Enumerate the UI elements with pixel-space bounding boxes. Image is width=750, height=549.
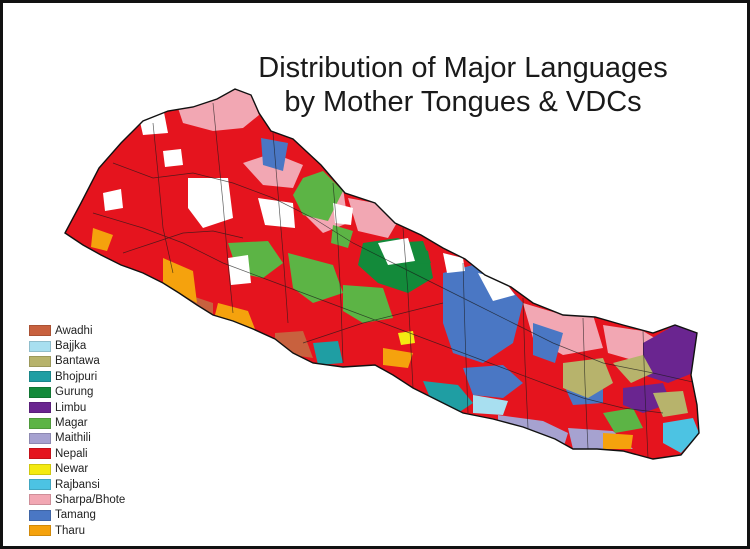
legend-item: Nepali <box>29 446 125 461</box>
legend-item: Bhojpuri <box>29 369 125 384</box>
legend-swatch <box>29 340 51 352</box>
title-line-2: by Mother Tongues & VDCs <box>284 86 642 118</box>
legend-label: Bantawa <box>55 355 100 368</box>
legend-swatch <box>29 448 51 460</box>
legend-item: Newar <box>29 462 125 477</box>
legend-swatch <box>29 325 51 337</box>
legend-label: Sharpa/Bhote <box>55 493 126 506</box>
legend-item: Gurung <box>29 385 125 400</box>
legend-item: Bantawa <box>29 354 125 369</box>
legend-item: Limbu <box>29 400 125 415</box>
legend-label: Tamang <box>55 509 96 522</box>
legend-item: Maithili <box>29 431 125 446</box>
legend-label: Awadhi <box>55 324 93 337</box>
legend-item: Tamang <box>29 508 125 523</box>
language-regions <box>91 89 699 453</box>
legend-label: Limbu <box>55 401 87 414</box>
legend-swatch <box>29 417 51 429</box>
legend-item: Sharpa/Bhote <box>29 492 125 507</box>
map-title: Distribution of Major Languages by Mothe… <box>203 51 723 119</box>
legend-swatch <box>29 402 51 414</box>
legend-label: Tharu <box>55 524 86 537</box>
legend-swatch <box>29 509 51 521</box>
legend-item: Rajbansi <box>29 477 125 492</box>
nepal-language-map <box>64 88 700 460</box>
legend-label: Maithili <box>55 432 91 445</box>
legend-label: Magar <box>55 417 88 430</box>
legend-label: Rajbansi <box>55 478 100 491</box>
legend-swatch <box>29 371 51 383</box>
legend-label: Nepali <box>55 447 88 460</box>
legend-label: Bajjka <box>55 340 87 353</box>
legend-label: Newar <box>55 463 89 476</box>
district-boundaries <box>92 102 698 459</box>
title-line-1: Distribution of Major Languages <box>258 52 668 84</box>
legend-swatch <box>29 494 51 506</box>
legend-item: Magar <box>29 415 125 430</box>
legend-label: Bhojpuri <box>55 370 98 383</box>
legend-label: Gurung <box>55 386 94 399</box>
legend-item: Tharu <box>29 523 125 538</box>
legend-swatch <box>29 525 51 537</box>
legend-item: Awadhi <box>29 323 125 338</box>
legend-item: Bajjka <box>29 338 125 353</box>
legend-swatch <box>29 479 51 491</box>
legend-swatch <box>29 355 51 367</box>
legend-swatch <box>29 432 51 444</box>
legend-swatch <box>29 386 51 398</box>
legend: Awadhi Bajjka Bantawa Bhojpuri Gurung Limbu Ma… <box>29 323 125 538</box>
legend-swatch <box>29 463 51 475</box>
